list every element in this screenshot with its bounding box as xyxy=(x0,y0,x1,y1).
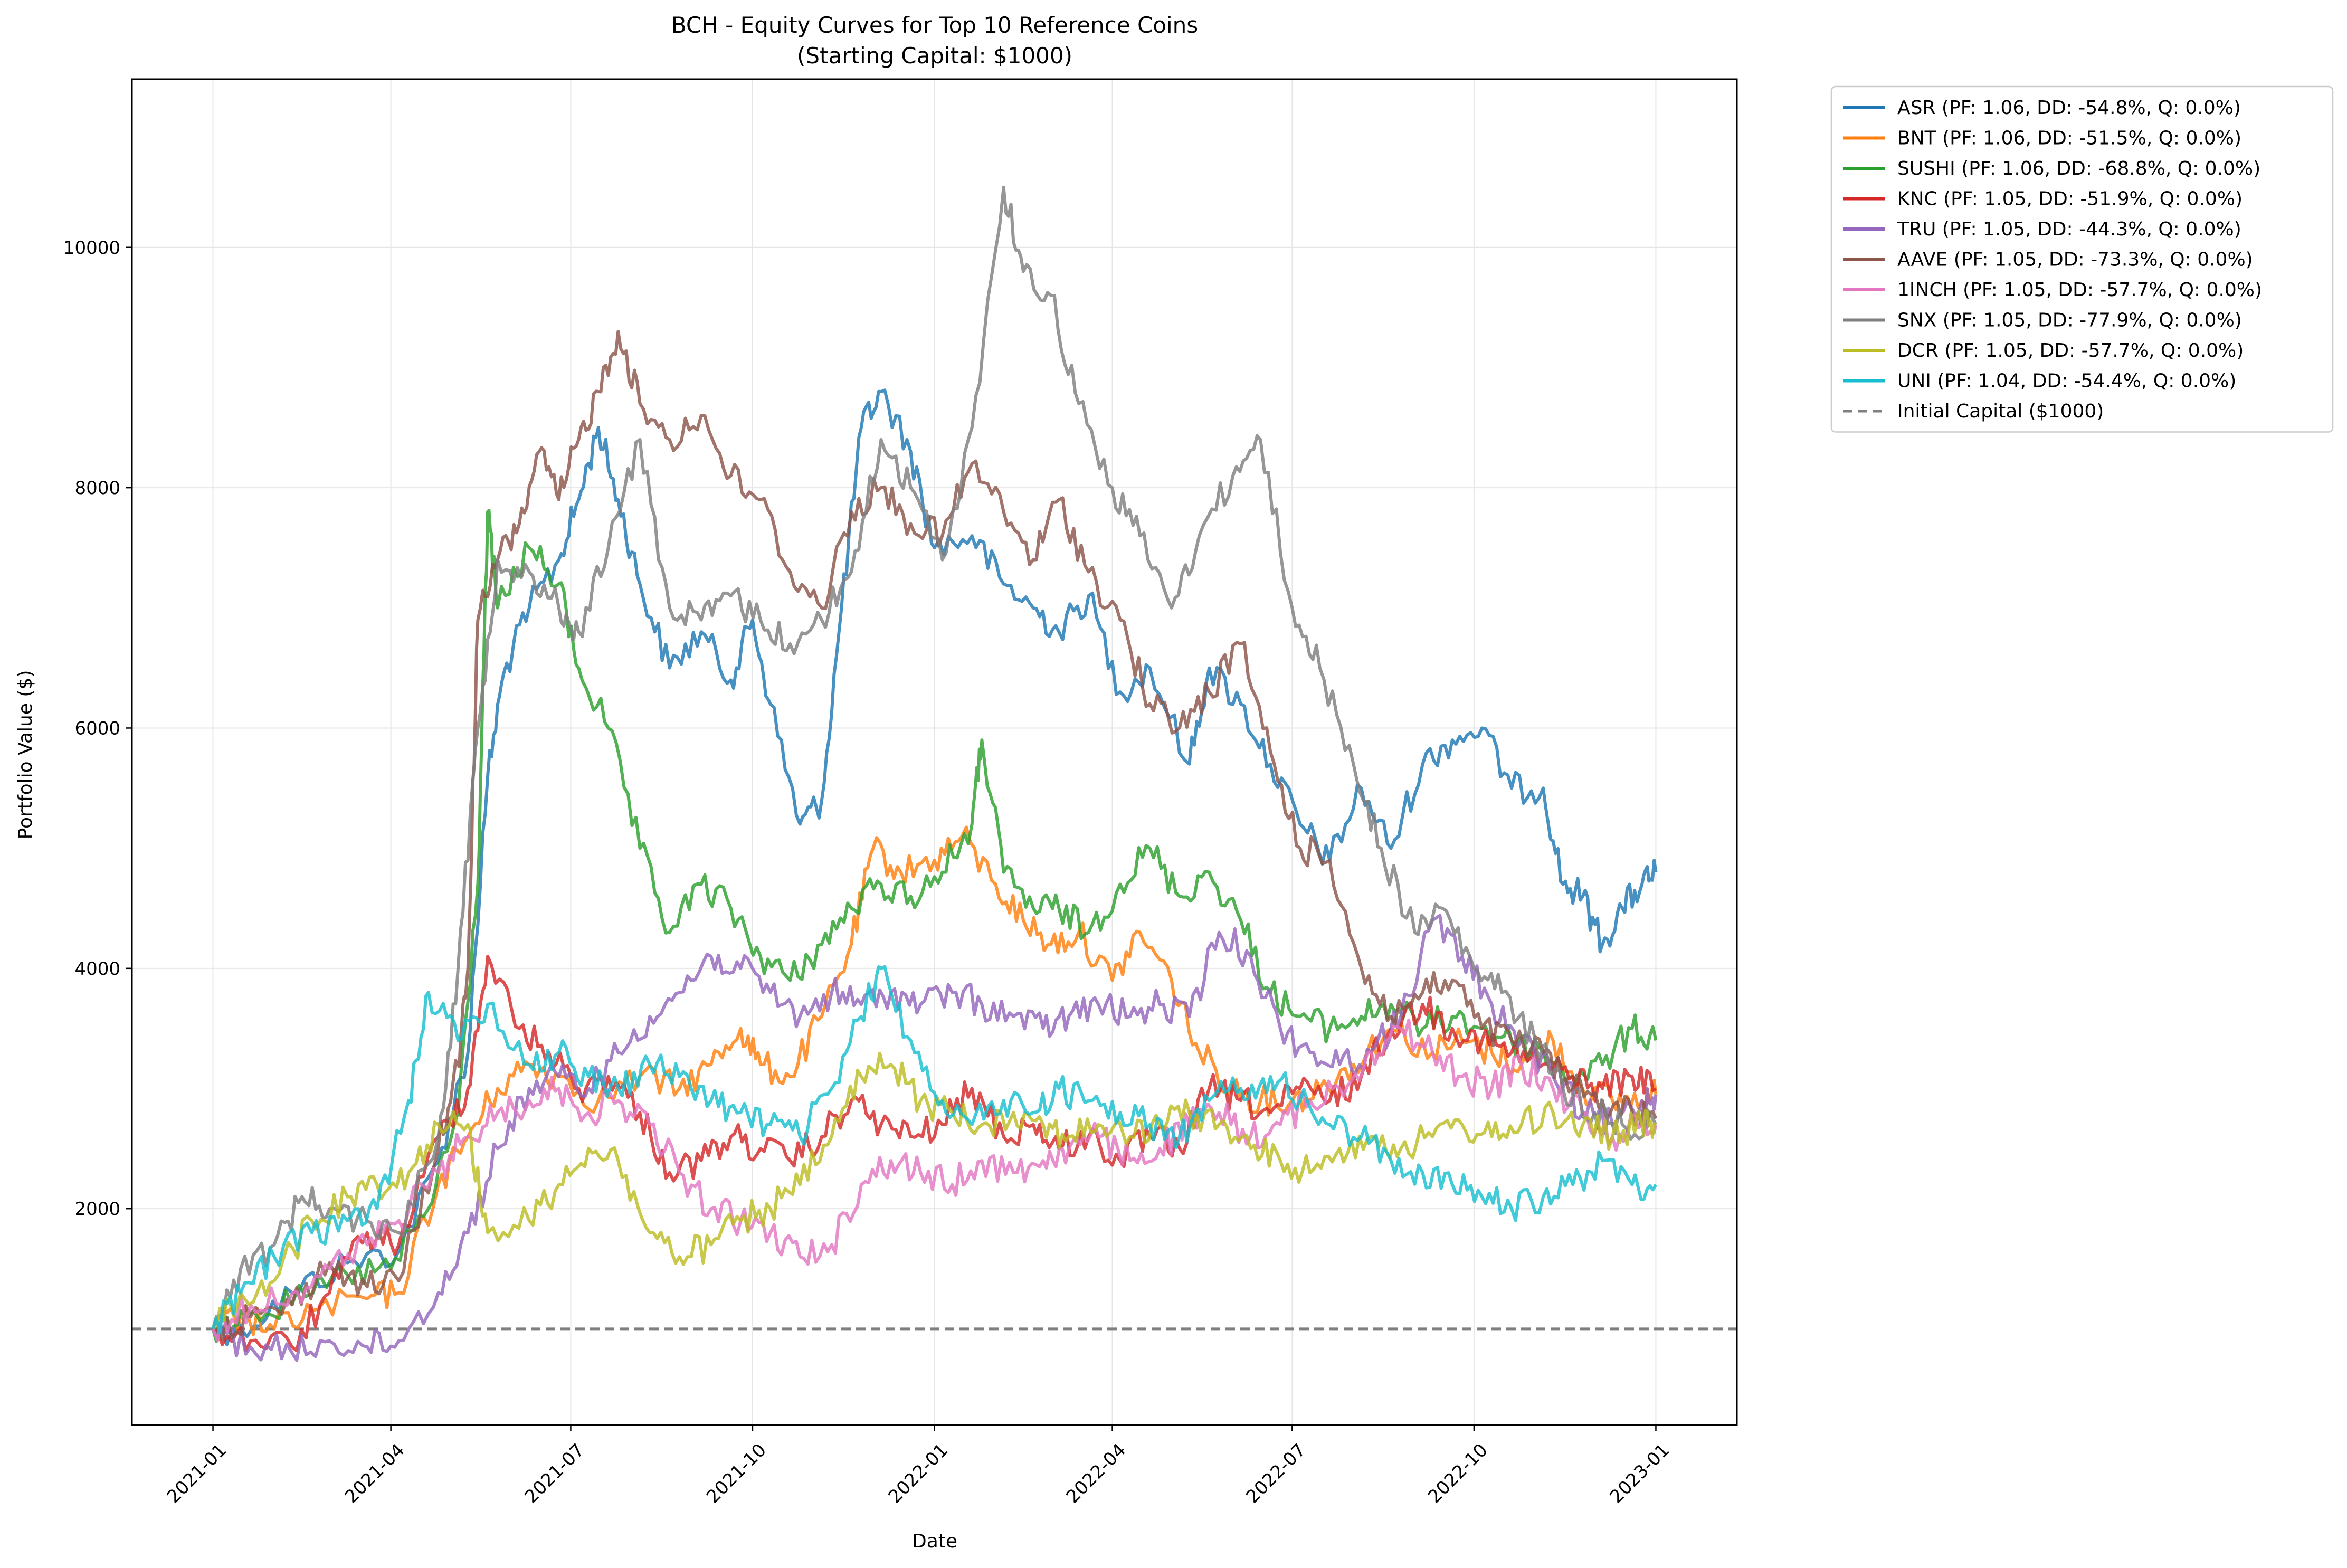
series-line-tru xyxy=(211,914,1658,1362)
legend-entry: KNC (PF: 1.05, DD: -51.9%, Q: 0.0%) xyxy=(1897,188,2243,210)
legend-entry: SNX (PF: 1.05, DD: -77.9%, Q: 0.0%) xyxy=(1897,310,2242,331)
y-tick-label: 2000 xyxy=(74,1199,120,1220)
series-line-dcr xyxy=(212,1051,1657,1331)
chart-title: BCH - Equity Curves for Top 10 Reference… xyxy=(671,12,1198,38)
legend-entry: 1INCH (PF: 1.05, DD: -57.7%, Q: 0.0%) xyxy=(1897,279,2262,301)
legend-entry: UNI (PF: 1.04, DD: -54.4%, Q: 0.0%) xyxy=(1897,370,2236,392)
chart-subtitle: (Starting Capital: $1000) xyxy=(797,43,1072,69)
y-tick-label: 10000 xyxy=(63,237,120,259)
legend-entry: TRU (PF: 1.05, DD: -44.3%, Q: 0.0%) xyxy=(1897,218,2241,240)
x-axis-label: Date xyxy=(912,1531,957,1552)
legend-entry: DCR (PF: 1.05, DD: -57.7%, Q: 0.0%) xyxy=(1897,340,2244,362)
y-tick-label: 8000 xyxy=(74,478,120,499)
series-line-asr xyxy=(212,388,1658,1346)
y-axis-label: Portfolio Value ($) xyxy=(15,670,36,840)
series-line-snx xyxy=(211,185,1658,1329)
y-tick-label: 4000 xyxy=(74,958,120,980)
series-line-sushi xyxy=(211,509,1658,1343)
legend-entry: ASR (PF: 1.06, DD: -54.8%, Q: 0.0%) xyxy=(1897,97,2241,119)
legend-box xyxy=(1830,85,2334,433)
series-line-1inch xyxy=(211,1018,1658,1342)
legend: ASR (PF: 1.06, DD: -54.8%, Q: 0.0%) BNT (… xyxy=(1830,85,2334,433)
series-line-uni xyxy=(211,965,1658,1335)
series-line-knc xyxy=(212,955,1657,1353)
legend-entry: Initial Capital ($1000) xyxy=(1897,401,2104,422)
plot-area xyxy=(132,185,1737,1362)
legend-entry: SUSHI (PF: 1.06, DD: -68.8%, Q: 0.0%) xyxy=(1897,158,2260,179)
y-tick-label: 6000 xyxy=(74,718,120,739)
grid xyxy=(132,79,1737,1425)
legend-entry: BNT (PF: 1.06, DD: -51.5%, Q: 0.0%) xyxy=(1897,128,2241,149)
legend-entry: AAVE (PF: 1.05, DD: -73.3%, Q: 0.0%) xyxy=(1897,249,2253,271)
